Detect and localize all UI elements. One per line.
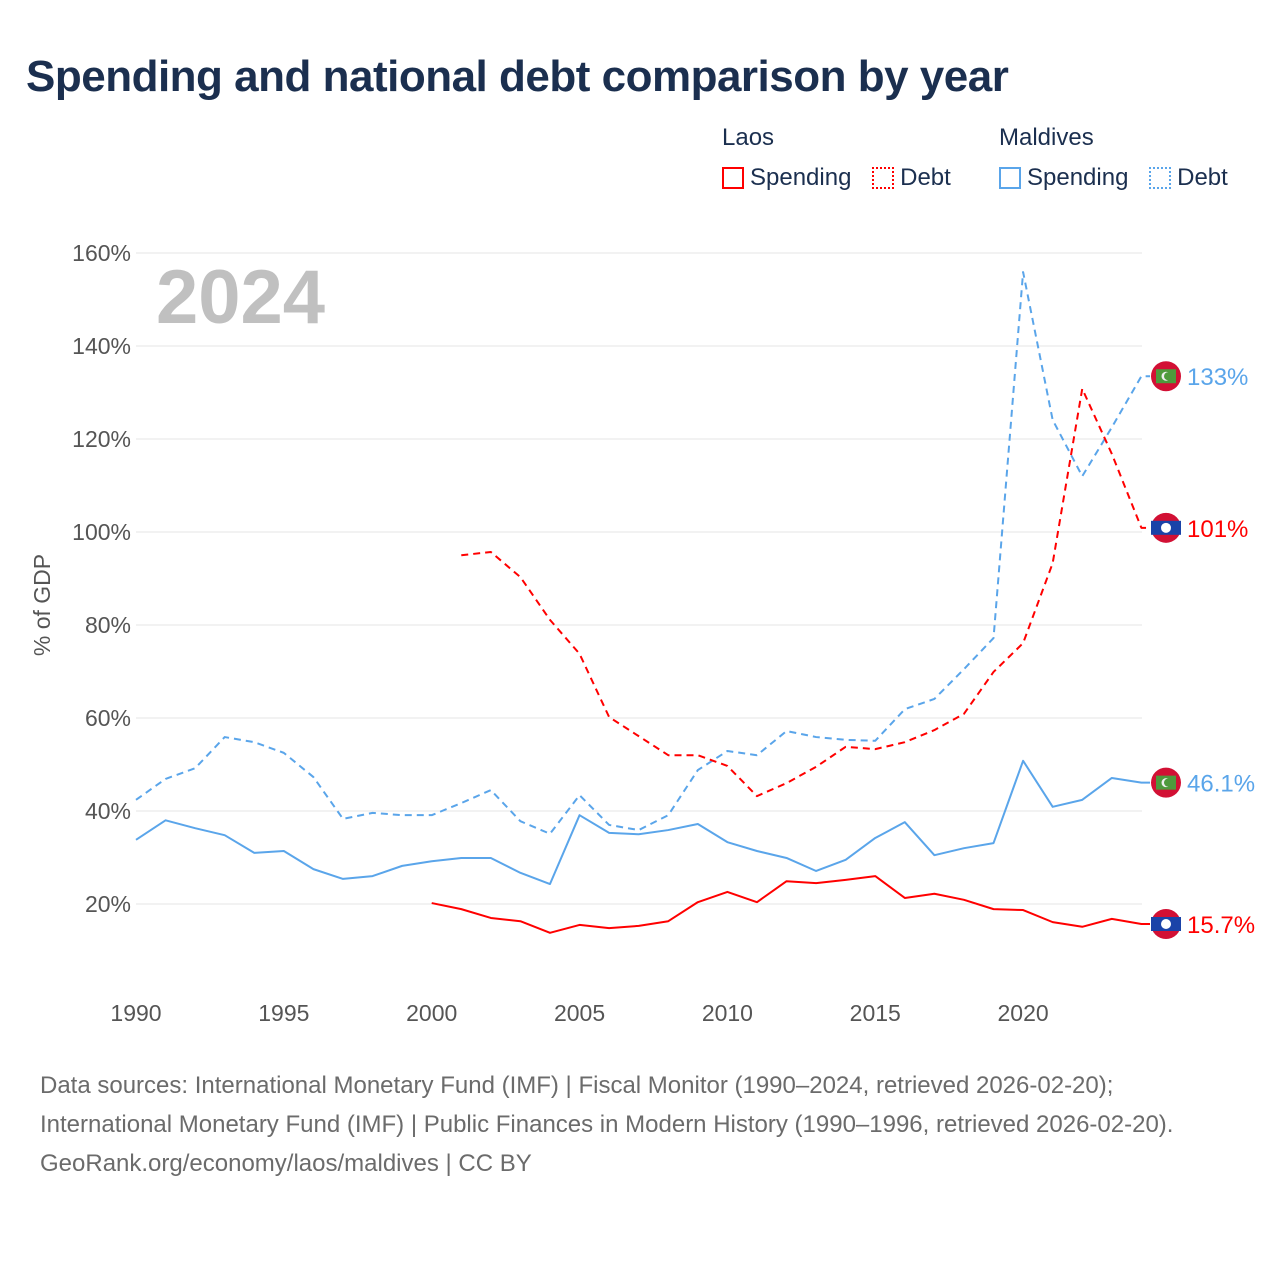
maldives-flag-icon <box>1151 767 1181 798</box>
x-tick-label: 1990 <box>110 1000 161 1026</box>
y-tick-label: 80% <box>85 612 131 638</box>
end-value-label: 101% <box>1187 516 1248 543</box>
x-tick-label: 2005 <box>554 1000 605 1026</box>
legend-label: Spending <box>1027 164 1129 191</box>
y-tick-label: 40% <box>85 798 131 824</box>
dotted-swatch-icon <box>1149 167 1172 189</box>
dotted-swatch-icon <box>872 167 895 189</box>
laos-flag-icon <box>1151 512 1181 543</box>
y-tick-label: 60% <box>85 705 131 731</box>
year-watermark: 2024 <box>156 255 325 340</box>
y-tick-label: 100% <box>72 519 131 545</box>
legend-group-laos: Laos Spending Debt <box>722 124 965 196</box>
y-axis-label: % of GDP <box>29 554 55 656</box>
maldives-debt-line <box>135 271 1150 835</box>
chart-title: Spending and national debt comparison by… <box>26 52 1009 101</box>
end-value-label: 15.7% <box>1187 912 1255 939</box>
data-sources: Data sources: International Monetary Fun… <box>40 1072 1174 1138</box>
maldives-spending-line <box>135 759 1150 886</box>
solid-swatch-icon <box>999 167 1021 189</box>
legend-label: Debt <box>1177 164 1228 191</box>
x-tick-label: 2020 <box>998 1000 1049 1026</box>
x-tick-label: 2010 <box>702 1000 753 1026</box>
laos-spending-line <box>431 875 1150 934</box>
legend-label: Debt <box>900 164 951 191</box>
flag-crescent-cut <box>1164 372 1172 381</box>
maldives-flag-icon <box>1151 361 1181 392</box>
legend-label: Spending <box>750 164 852 191</box>
x-tick-label: 2000 <box>406 1000 457 1026</box>
end-value-label: 133% <box>1187 364 1248 391</box>
legend-group-label: Maldives <box>999 124 1094 151</box>
legend-group-label: Laos <box>722 124 775 151</box>
legend-group-maldives: Maldives Spending Debt <box>999 124 1242 196</box>
flag-moon <box>1161 918 1171 929</box>
y-tick-label: 20% <box>85 891 131 917</box>
legend-maldives-spending[interactable]: Spending <box>999 164 1128 192</box>
legend-maldives-debt[interactable]: Debt <box>1149 164 1228 192</box>
x-tick-label: 2015 <box>850 1000 901 1026</box>
flag-crescent-cut <box>1164 778 1172 787</box>
x-tick-label: 1995 <box>258 1000 309 1026</box>
y-tick-label: 140% <box>72 333 131 359</box>
laos-flag-icon <box>1151 908 1181 939</box>
legend-laos-spending[interactable]: Spending <box>722 164 851 192</box>
credit-link[interactable]: GeoRank.org/economy/laos/maldives | CC B… <box>40 1150 532 1177</box>
y-tick-label: 160% <box>72 240 131 266</box>
y-tick-label: 120% <box>72 426 131 452</box>
flag-moon <box>1161 522 1171 533</box>
end-value-label: 46.1% <box>1187 771 1255 798</box>
legend-laos-debt[interactable]: Debt <box>872 164 951 192</box>
solid-swatch-icon <box>722 167 744 189</box>
footer: Data sources: International Monetary Fun… <box>40 1066 1240 1183</box>
